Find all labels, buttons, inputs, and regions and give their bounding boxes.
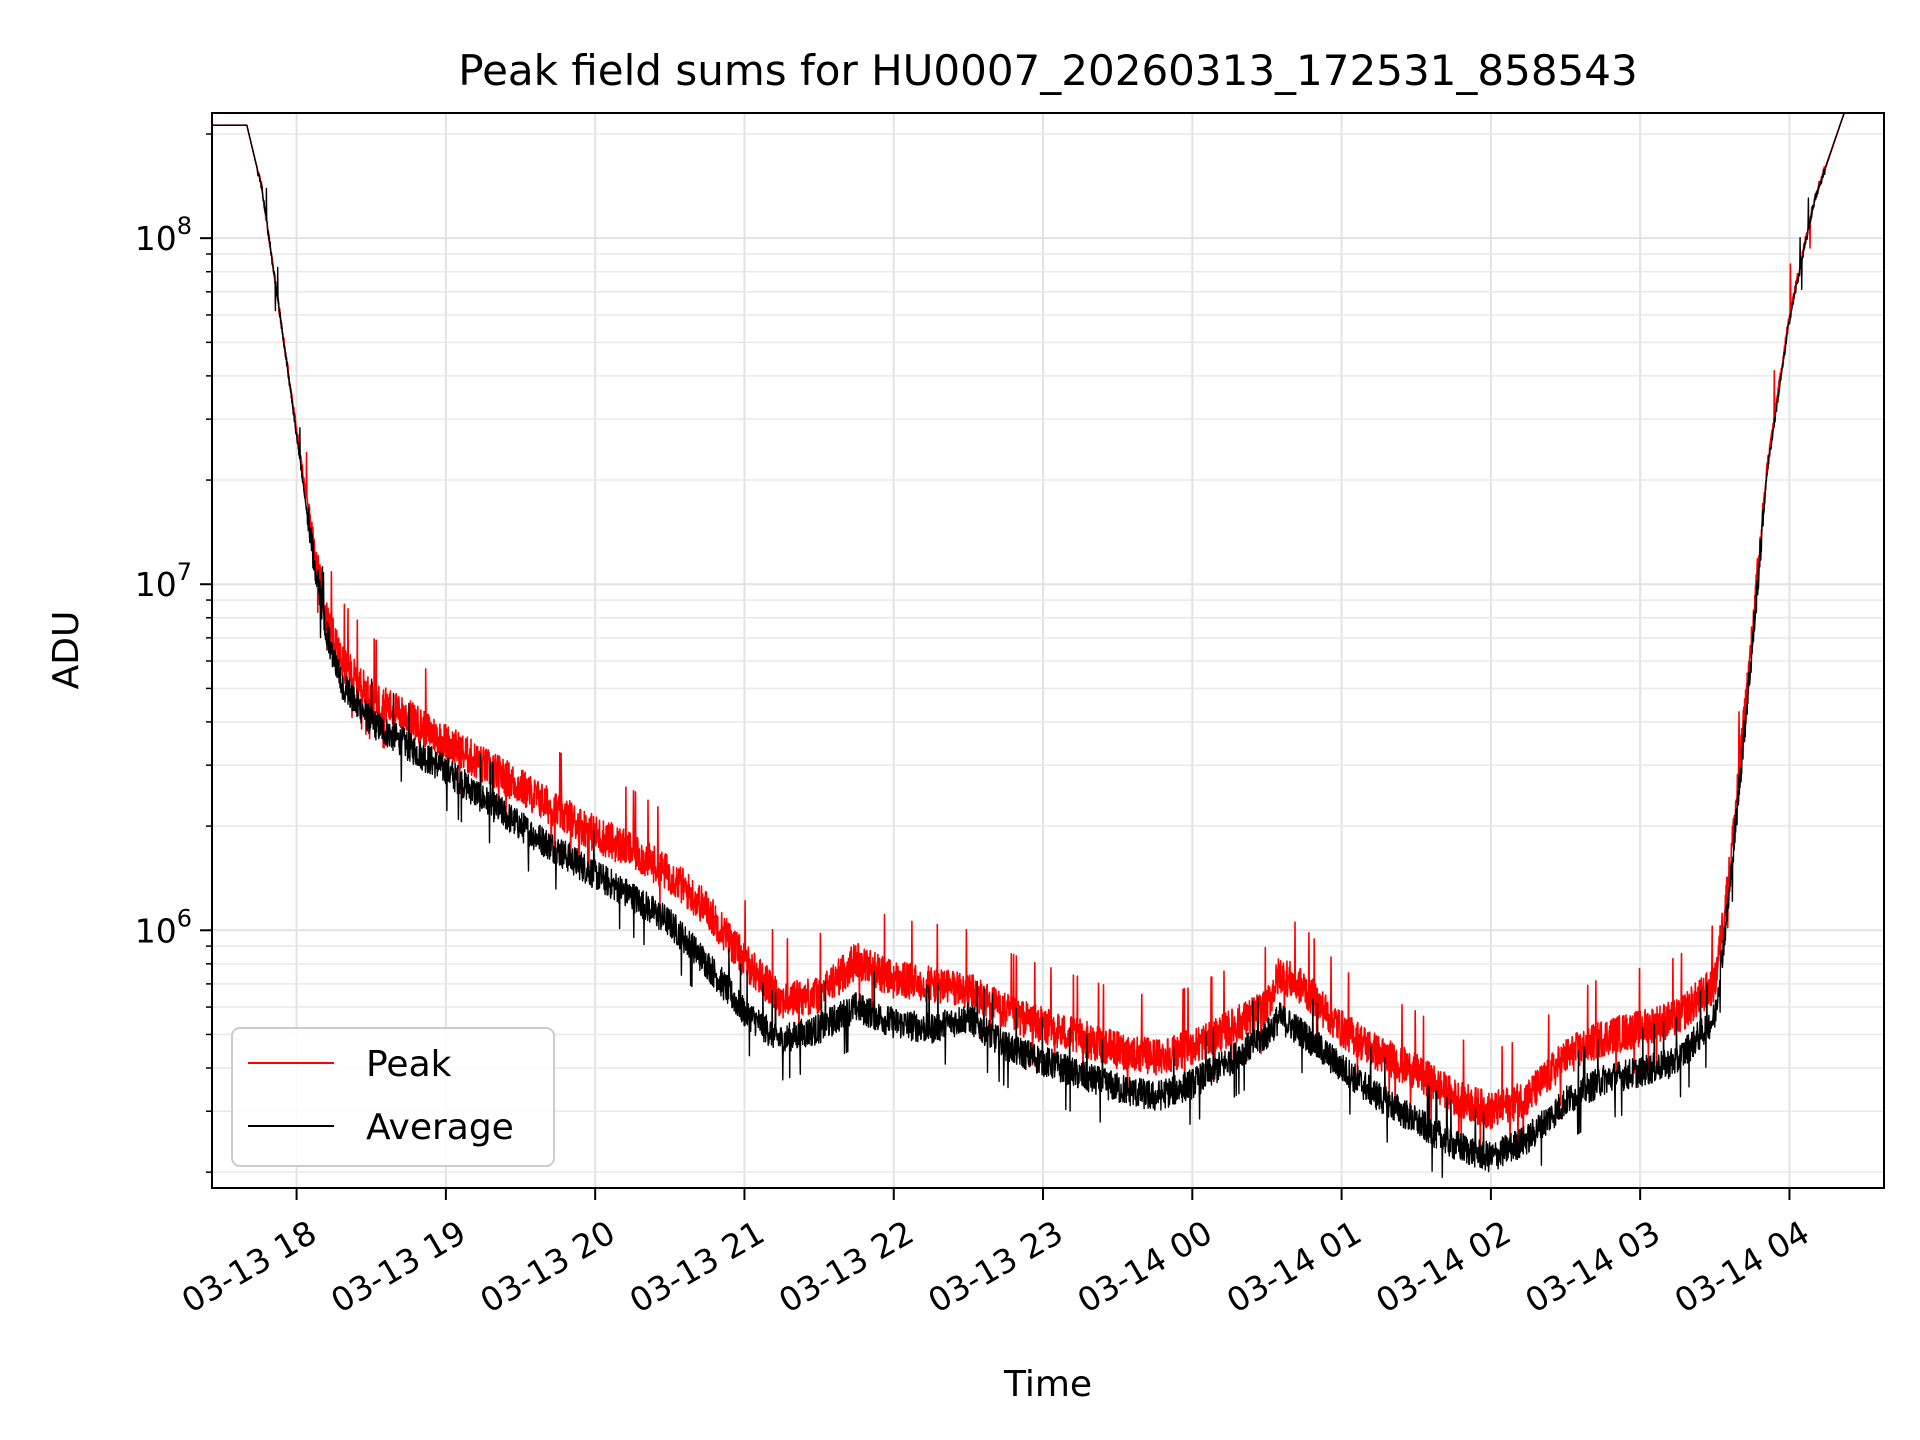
plot-frame [211, 112, 1885, 1189]
chart-title: Peak field sums for HU0007_20260313_1725… [458, 46, 1637, 95]
legend: Peak Average [231, 1027, 555, 1167]
y-axis-label: ADU [46, 611, 87, 690]
y-ticks: 106 107 108 [135, 133, 212, 1173]
series-line-average [212, 113, 1884, 1179]
legend-label-average: Average [366, 1107, 514, 1148]
x-axis-label: Time [1003, 1364, 1092, 1405]
y-tick-label: 106 [135, 904, 192, 950]
grid [212, 113, 1884, 1188]
series-group [212, 113, 1884, 1179]
y-tick-label: 107 [135, 558, 192, 604]
y-tick-label: 108 [135, 212, 192, 258]
legend-label-peak: Peak [366, 1044, 452, 1085]
